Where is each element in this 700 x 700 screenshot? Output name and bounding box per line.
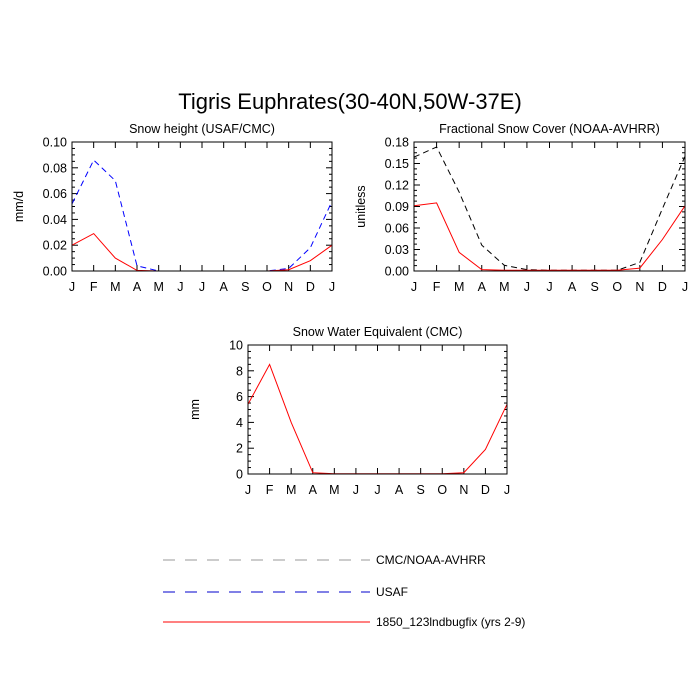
x-tick-label: J [504, 483, 510, 497]
x-tick-label: A [133, 280, 142, 294]
x-tick-label: J [69, 280, 75, 294]
x-tick-label: J [682, 280, 688, 294]
x-tick-label: J [524, 280, 530, 294]
x-tick-label: J [353, 483, 359, 497]
figure-title: Tigris Euphrates(30-40N,50W-37E) [178, 89, 522, 114]
x-tick-label: M [110, 280, 120, 294]
x-tick-label: D [306, 280, 315, 294]
x-tick-label: O [437, 483, 447, 497]
y-tick-label: 0.02 [43, 239, 67, 253]
x-tick-label: M [454, 280, 464, 294]
x-tick-label: S [416, 483, 424, 497]
plot-frame [247, 344, 508, 475]
x-tick-label: M [153, 280, 163, 294]
y-tick-label: 0.06 [43, 187, 67, 201]
x-tick-label: M [286, 483, 296, 497]
legend: CMC/NOAA-AVHRR USAF 1850_123lndbugfix (yrs… [163, 553, 525, 629]
x-tick-label: S [241, 280, 249, 294]
legend-label: 1850_123lndbugfix (yrs 2-9) [376, 615, 525, 629]
x-tick-label: A [395, 483, 404, 497]
x-tick-label: J [329, 280, 335, 294]
x-tick-label: D [658, 280, 667, 294]
y-tick-label: 0.08 [43, 161, 67, 175]
x-tick-label: F [90, 280, 98, 294]
y-tick-label: 4 [236, 416, 243, 430]
x-tick-label: J [411, 280, 417, 294]
panels: Snow height (USAF/CMC) 0.00 0.02 0.04 0.06 0.… [12, 122, 688, 497]
y-tick-label: 10 [229, 339, 243, 353]
x-tick-label: O [262, 280, 272, 294]
series-line-1850-123lndbugfix [247, 363, 508, 475]
y-tick-label: 0 [236, 468, 243, 482]
legend-item: CMC/NOAA-AVHRR [163, 553, 486, 567]
y-tick-label: 0.18 [385, 136, 409, 150]
y-tick-label: 0.10 [43, 136, 67, 150]
chart-panel-2: Fractional Snow Cover (NOAA-AVHRR) 0.00 0.… [354, 122, 688, 294]
x-tick-label: S [590, 280, 598, 294]
series-line-usaf [71, 159, 333, 272]
x-tick-label: A [309, 483, 318, 497]
y-tick-label: 0.00 [43, 265, 67, 279]
x-tick-label: J [374, 483, 380, 497]
x-tick-label: J [245, 483, 251, 497]
y-axis-label: unitless [354, 185, 368, 227]
chart-panel-1: Snow height (USAF/CMC) 0.00 0.02 0.04 0.06 0.… [12, 122, 335, 294]
y-tick-label: 0.06 [385, 222, 409, 236]
panel-title: Snow Water Equivalent (CMC) [293, 325, 463, 339]
series-line-1850-123lndbugfix [413, 202, 686, 271]
plot-frame [413, 141, 686, 272]
y-axis-label: mm [188, 399, 202, 420]
legend-label: USAF [376, 585, 408, 599]
x-tick-label: F [266, 483, 274, 497]
x-tick-label: A [219, 280, 228, 294]
series-line-cmc-noaa-avhrr [413, 146, 686, 271]
y-tick-label: 0.03 [385, 243, 409, 257]
y-tick-label: 0.00 [385, 265, 409, 279]
y-tick-label: 0.04 [43, 213, 67, 227]
x-tick-label: M [329, 483, 339, 497]
plot-frame [71, 141, 333, 272]
x-tick-label: N [284, 280, 293, 294]
y-tick-label: 0.12 [385, 179, 409, 193]
x-tick-label: A [568, 280, 577, 294]
x-tick-label: J [177, 280, 183, 294]
y-tick-label: 6 [236, 390, 243, 404]
x-tick-label: F [433, 280, 441, 294]
x-tick-label: O [612, 280, 622, 294]
x-tick-label: N [459, 483, 468, 497]
x-tick-label: A [478, 280, 487, 294]
legend-item: 1850_123lndbugfix (yrs 2-9) [163, 615, 525, 629]
x-tick-label: N [635, 280, 644, 294]
y-tick-label: 8 [236, 364, 243, 378]
legend-item: USAF [163, 585, 408, 599]
y-tick-label: 2 [236, 442, 243, 456]
x-tick-label: M [499, 280, 509, 294]
y-axis-label: mm/d [12, 191, 26, 222]
x-tick-label: J [546, 280, 552, 294]
panel-title: Snow height (USAF/CMC) [129, 122, 275, 136]
legend-label: CMC/NOAA-AVHRR [376, 553, 486, 567]
x-tick-label: D [481, 483, 490, 497]
y-tick-label: 0.09 [385, 200, 409, 214]
x-tick-label: J [199, 280, 205, 294]
panel-title: Fractional Snow Cover (NOAA-AVHRR) [439, 122, 660, 136]
y-tick-label: 0.15 [385, 157, 409, 171]
